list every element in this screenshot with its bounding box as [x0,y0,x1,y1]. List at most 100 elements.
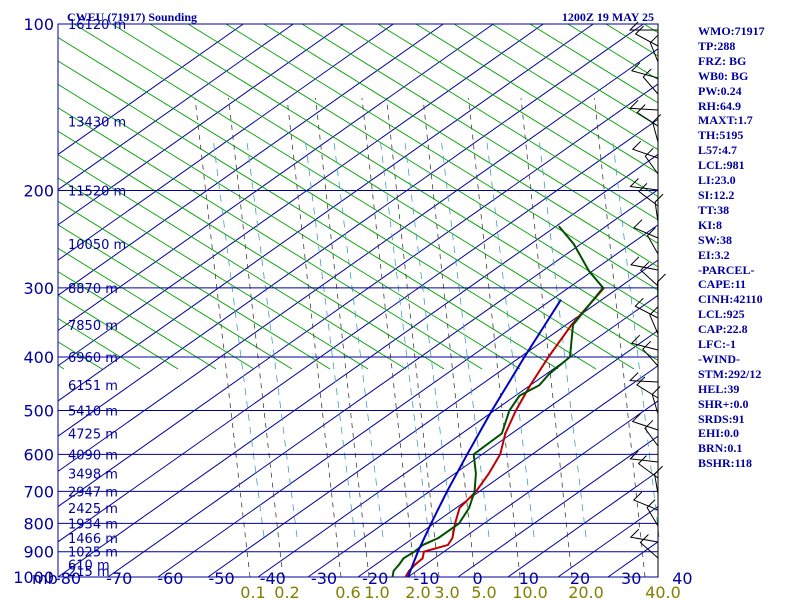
wind-barb [628,372,659,383]
pressure-tick-label: 900 [23,543,54,562]
height-label: 8870 m [68,282,118,297]
mixing-ratio-label: 20.0 [568,583,604,600]
pressure-tick-label: 400 [23,348,54,367]
index-line: CAP:22.8 [698,322,748,337]
index-line: L57:4.7 [698,143,737,158]
height-label: 2947 m [68,485,118,500]
temperature-tick-label: -40 [260,569,286,588]
wind-barb [630,334,659,351]
index-line: LI:23.0 [698,173,736,188]
wind-barb [629,256,659,271]
temperature-tick-label: -60 [157,569,183,588]
mixing-ratio-line [228,97,284,578]
pressure-tick-label: 1000 [13,568,54,587]
mixing-ratio-lines [194,97,660,578]
profile-lines [391,225,605,578]
height-label: 215 m [68,565,110,580]
saturated-adiabat-line [404,137,454,538]
temperature-tick-label: -30 [311,569,337,588]
wind-barb [631,140,659,159]
dry-adiabat-line [529,23,659,104]
index-line: -WIND- [698,351,740,366]
pressure-tick-label: 500 [23,402,54,421]
mixing-ratio-line [386,97,440,578]
dry-adiabat-line [567,23,659,80]
dry-adiabat-line [57,341,103,370]
isotherm-line [57,23,494,331]
mixing-ratio-label: 3.0 [434,583,459,600]
pressure-tick-label: 800 [23,514,54,533]
temperature-tick-label: -10 [413,569,439,588]
temperature-profile [404,287,605,578]
index-line: TH:5195 [698,128,744,143]
dry-adiabat-line [57,37,597,370]
isotherm-line [407,400,659,578]
height-label: 16120 m [68,18,126,33]
saturated-adiabat-line [304,137,356,538]
height-label: 5410 m [68,405,118,420]
height-label: 7850 m [68,319,118,334]
index-line: SW:38 [698,232,733,247]
mixing-ratio-label: 0.6 [335,583,360,600]
saturated-adiabat-line [212,137,265,538]
wind-barb [629,178,659,191]
mixing-ratio-line [286,97,342,578]
saturated-adiabat-line [379,137,430,538]
index-line: -PARCEL- [698,262,755,277]
dry-adiabat-line [57,201,331,370]
mixing-ratio-line [194,97,251,578]
height-label: 6151 m [68,379,118,394]
index-line: CINH:42110 [698,292,763,307]
height-label: 4725 m [68,427,118,442]
wind-barb [629,450,659,463]
wind-barb [649,34,659,63]
dry-adiabat-line [57,130,445,370]
saturated-adiabat-line [246,137,298,538]
isotherm-line [57,48,659,472]
height-label: 1466 m [68,532,118,547]
isotherm-line [57,23,294,191]
temperature-tick-label: -80 [55,569,81,588]
valid-time: 1200Z 19 MAY 25 [562,10,654,24]
wind-barb [640,261,659,287]
isotherm-line [57,23,594,402]
mixing-ratio-label: 40.0 [645,583,681,600]
wind-barb [636,104,659,127]
height-label: 2425 m [68,502,118,517]
mixing-ratio-label: 1.0 [364,583,389,600]
temperature-tick-label: 30 [621,569,641,588]
wind-barb [632,491,659,511]
isotherm-line [107,189,659,578]
dry-adiabat-line [225,23,659,291]
isotherm-line [57,23,344,226]
height-label: 3498 m [68,468,118,483]
dry-adiabat-line [415,23,659,174]
isotherm-line [507,470,659,578]
index-line: RH:64.9 [698,98,741,113]
isotherm-line [257,294,659,578]
isotherm-line [307,330,659,578]
plot-frame [57,23,659,578]
height-label: 10050 m [68,238,126,253]
temperature-tick-label: -70 [106,569,132,588]
wind-barb [634,25,659,47]
dry-adiabat-line [377,23,659,197]
height-label: 13430 m [68,115,126,130]
index-line: SRDS:91 [698,411,745,426]
wind-barb [649,306,659,335]
wind-barb [652,114,662,143]
isotherm-line [57,83,659,507]
temperature-tick-label: -20 [362,569,388,588]
mixing-ratio-line [520,97,573,578]
mixing-ratio-label: 2.0 [405,583,430,600]
index-line: FRZ: BG [698,53,747,68]
wind-barb [638,183,659,207]
index-line: STM:292/12 [698,366,762,381]
wind-barb [644,147,659,175]
wind-barb [654,465,663,495]
mixing-ratio-label: 0.1 [240,583,265,600]
wind-barb [654,193,664,223]
wind-barb [644,419,659,447]
